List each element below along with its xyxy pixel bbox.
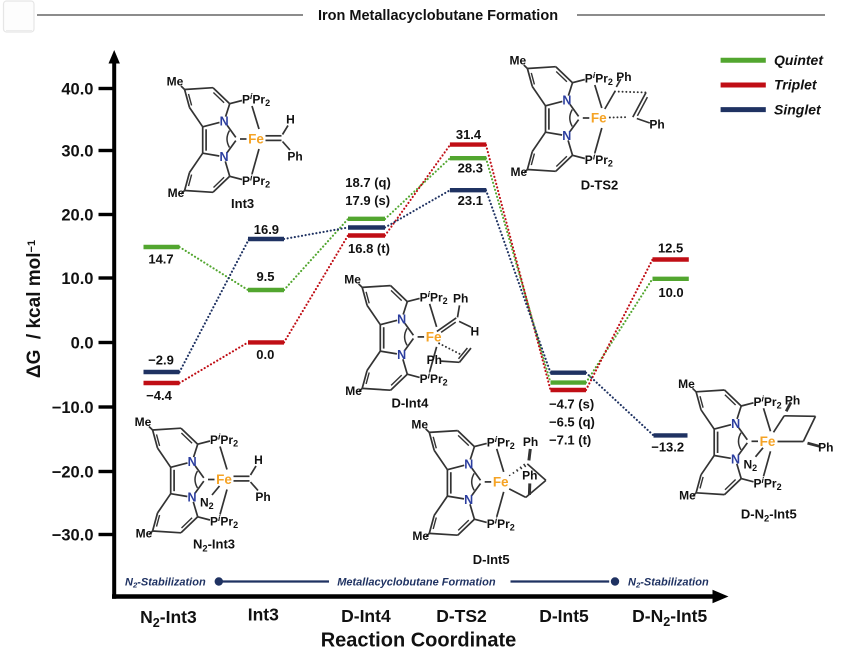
svg-text:N: N — [397, 313, 406, 327]
svg-text:−20.0: −20.0 — [52, 463, 94, 481]
svg-text:17.9 (s): 17.9 (s) — [345, 193, 390, 208]
svg-text:D-Int4: D-Int4 — [341, 606, 391, 626]
svg-text:Me: Me — [168, 186, 185, 200]
svg-text:23.1: 23.1 — [458, 193, 483, 208]
svg-text:Me: Me — [412, 529, 429, 543]
svg-text:N: N — [188, 455, 197, 469]
svg-text:ΔG / kcal mol−1: ΔG / kcal mol−1 — [24, 240, 45, 378]
svg-text:−4.7 (s): −4.7 (s) — [549, 397, 594, 412]
svg-text:0.0: 0.0 — [71, 334, 94, 352]
svg-text:Fe: Fe — [493, 475, 509, 490]
svg-text:N: N — [562, 94, 571, 108]
svg-text:Ph: Ph — [453, 292, 468, 306]
svg-text:−10.0: −10.0 — [52, 399, 94, 417]
svg-text:Fe: Fe — [216, 472, 232, 487]
svg-text:Ph: Ph — [649, 118, 664, 132]
svg-text:Ph: Ph — [818, 441, 833, 455]
svg-text:Int3: Int3 — [231, 196, 254, 211]
svg-text:−7.1 (t): −7.1 (t) — [549, 433, 591, 448]
svg-text:30.0: 30.0 — [61, 142, 93, 160]
svg-text:Iron Metallacyclobutane Format: Iron Metallacyclobutane Formation — [318, 8, 558, 24]
svg-text:N2-Int3: N2-Int3 — [140, 607, 197, 630]
svg-text:Fe: Fe — [426, 330, 442, 345]
svg-text:40.0: 40.0 — [61, 80, 93, 98]
svg-text:N: N — [731, 453, 740, 467]
svg-text:Singlet: Singlet — [774, 101, 822, 117]
svg-text:0.0: 0.0 — [256, 347, 274, 362]
svg-text:Ph: Ph — [427, 353, 442, 367]
svg-text:Fe: Fe — [248, 132, 264, 147]
svg-text:N2-Int3: N2-Int3 — [193, 537, 235, 554]
svg-text:N: N — [464, 458, 473, 472]
svg-text:Quintet: Quintet — [774, 52, 824, 68]
svg-text:Metallacyclobutane Formation: Metallacyclobutane Formation — [337, 577, 496, 589]
svg-text:16.9: 16.9 — [254, 222, 279, 237]
svg-text:Ph: Ph — [287, 150, 302, 164]
svg-text:9.5: 9.5 — [256, 269, 274, 284]
svg-text:N: N — [220, 115, 229, 129]
svg-text:Me: Me — [135, 415, 152, 429]
svg-text:−6.5 (q): −6.5 (q) — [549, 415, 595, 430]
svg-text:N2-Stabilization: N2-Stabilization — [125, 577, 206, 590]
svg-text:Ph: Ph — [522, 468, 537, 482]
svg-text:10.0: 10.0 — [61, 270, 93, 288]
svg-text:Me: Me — [345, 384, 362, 398]
svg-text:D-TS2: D-TS2 — [581, 178, 619, 193]
svg-text:D-TS2: D-TS2 — [436, 606, 487, 626]
svg-text:Me: Me — [344, 272, 361, 286]
svg-text:−13.2: −13.2 — [651, 440, 684, 455]
svg-text:Ph: Ph — [255, 490, 270, 504]
svg-text:N: N — [219, 150, 228, 164]
svg-text:Triplet: Triplet — [774, 77, 818, 93]
svg-text:N2-Stabilization: N2-Stabilization — [628, 577, 709, 590]
svg-text:12.5: 12.5 — [658, 241, 683, 256]
svg-text:D-N2-Int5: D-N2-Int5 — [632, 606, 707, 629]
svg-text:14.7: 14.7 — [148, 252, 173, 267]
svg-text:Fe: Fe — [760, 434, 776, 449]
svg-text:D-Int5: D-Int5 — [473, 552, 510, 567]
svg-text:H: H — [254, 453, 263, 467]
svg-text:−4.4: −4.4 — [146, 388, 172, 403]
svg-text:Me: Me — [510, 165, 527, 179]
svg-text:Fe: Fe — [591, 111, 607, 126]
svg-text:H: H — [470, 324, 479, 338]
svg-text:Me: Me — [679, 488, 696, 502]
svg-text:Ph: Ph — [523, 435, 538, 449]
svg-text:10.0: 10.0 — [658, 285, 683, 300]
svg-text:18.7 (q): 18.7 (q) — [345, 175, 391, 190]
svg-text:Me: Me — [509, 54, 526, 68]
svg-text:−2.9: −2.9 — [148, 353, 174, 368]
svg-text:Reaction Coordinate: Reaction Coordinate — [321, 630, 517, 652]
svg-text:N: N — [397, 348, 406, 362]
svg-text:D-N2-Int5: D-N2-Int5 — [741, 507, 797, 524]
svg-text:−30.0: −30.0 — [52, 526, 94, 544]
svg-text:31.4: 31.4 — [456, 127, 482, 142]
svg-text:Me: Me — [411, 417, 428, 431]
svg-text:N: N — [187, 491, 196, 505]
svg-text:20.0: 20.0 — [61, 206, 93, 224]
svg-text:N: N — [731, 417, 740, 431]
svg-text:D-Int5: D-Int5 — [539, 606, 589, 626]
svg-text:H: H — [286, 113, 295, 127]
svg-text:N: N — [464, 493, 473, 507]
svg-text:Me: Me — [136, 527, 153, 541]
svg-text:Me: Me — [678, 377, 695, 391]
svg-text:Int3: Int3 — [248, 605, 279, 625]
svg-text:16.8 (t): 16.8 (t) — [348, 241, 390, 256]
svg-text:D-Int4: D-Int4 — [391, 396, 429, 411]
svg-text:N: N — [562, 129, 571, 143]
svg-text:28.3: 28.3 — [458, 161, 483, 176]
svg-text:Me: Me — [167, 75, 184, 89]
